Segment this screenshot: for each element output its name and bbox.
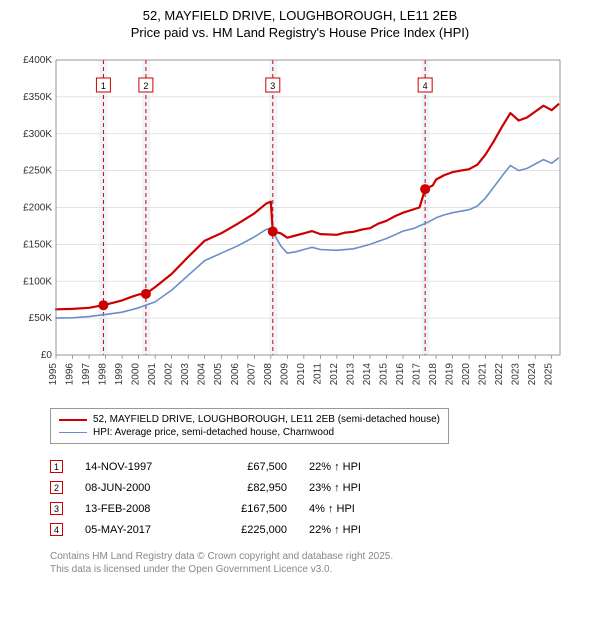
svg-text:2: 2 [143, 81, 148, 91]
legend-label: 52, MAYFIELD DRIVE, LOUGHBOROUGH, LE11 2… [93, 414, 440, 425]
svg-text:2016: 2016 [395, 363, 406, 386]
transaction-pct: 23% ↑ HPI [309, 482, 399, 494]
transaction-row: 3 13-FEB-2008 £167,500 4% ↑ HPI [50, 498, 590, 519]
transaction-row: 4 05-MAY-2017 £225,000 22% ↑ HPI [50, 519, 590, 540]
legend-swatch [59, 419, 87, 421]
svg-text:1997: 1997 [81, 363, 92, 386]
svg-text:2009: 2009 [279, 363, 290, 386]
transaction-row: 2 08-JUN-2000 £82,950 23% ↑ HPI [50, 477, 590, 498]
svg-text:2012: 2012 [329, 363, 340, 386]
svg-text:2017: 2017 [412, 363, 423, 386]
svg-text:1995: 1995 [48, 363, 59, 386]
svg-text:£150K: £150K [23, 239, 52, 250]
svg-text:2025: 2025 [544, 363, 555, 386]
transaction-marker: 4 [50, 523, 63, 536]
transaction-pct: 4% ↑ HPI [309, 503, 399, 515]
svg-text:1998: 1998 [98, 363, 109, 386]
svg-text:2013: 2013 [345, 363, 356, 386]
transaction-date: 13-FEB-2008 [85, 503, 185, 515]
svg-text:2003: 2003 [180, 363, 191, 386]
transaction-date: 14-NOV-1997 [85, 461, 185, 473]
svg-text:2005: 2005 [213, 363, 224, 386]
title-line2: Price paid vs. HM Land Registry's House … [10, 25, 590, 40]
svg-text:£300K: £300K [23, 129, 52, 140]
svg-text:2010: 2010 [296, 363, 307, 386]
svg-text:2022: 2022 [494, 363, 505, 386]
svg-text:1996: 1996 [65, 363, 76, 386]
svg-text:1999: 1999 [114, 363, 125, 386]
legend-row: 52, MAYFIELD DRIVE, LOUGHBOROUGH, LE11 2… [59, 413, 440, 426]
legend: 52, MAYFIELD DRIVE, LOUGHBOROUGH, LE11 2… [50, 408, 449, 444]
svg-text:2019: 2019 [445, 363, 456, 386]
svg-text:2015: 2015 [378, 363, 389, 386]
svg-text:£350K: £350K [23, 92, 52, 103]
legend-swatch [59, 432, 87, 433]
svg-text:2002: 2002 [164, 363, 175, 386]
svg-text:2018: 2018 [428, 363, 439, 386]
svg-text:2001: 2001 [147, 363, 158, 386]
legend-label: HPI: Average price, semi-detached house,… [93, 427, 334, 438]
svg-text:£200K: £200K [23, 203, 52, 214]
svg-text:£400K: £400K [23, 55, 52, 66]
transaction-pct: 22% ↑ HPI [309, 461, 399, 473]
title-line1: 52, MAYFIELD DRIVE, LOUGHBOROUGH, LE11 2… [10, 8, 590, 23]
transaction-price: £67,500 [207, 461, 287, 473]
svg-text:3: 3 [270, 81, 275, 91]
transaction-price: £82,950 [207, 482, 287, 494]
svg-text:2007: 2007 [246, 363, 257, 386]
transaction-date: 08-JUN-2000 [85, 482, 185, 494]
svg-text:2024: 2024 [527, 363, 538, 386]
svg-text:£50K: £50K [29, 313, 53, 324]
svg-text:£0: £0 [41, 350, 53, 361]
footer-line2: This data is licensed under the Open Gov… [50, 563, 590, 576]
transaction-date: 05-MAY-2017 [85, 524, 185, 536]
transaction-row: 1 14-NOV-1997 £67,500 22% ↑ HPI [50, 456, 590, 477]
transaction-pct: 22% ↑ HPI [309, 524, 399, 536]
svg-text:2008: 2008 [263, 363, 274, 386]
price-chart: £0 £50K £100K £150K £200K £250K £300K £350K £400… [10, 50, 590, 400]
legend-row: HPI: Average price, semi-detached house,… [59, 426, 440, 439]
svg-text:2011: 2011 [312, 363, 323, 385]
transaction-marker: 2 [50, 481, 63, 494]
report-container: 52, MAYFIELD DRIVE, LOUGHBOROUGH, LE11 2… [0, 0, 600, 584]
transaction-marker: 1 [50, 460, 63, 473]
transactions-table: 1 14-NOV-1997 £67,500 22% ↑ HPI 2 08-JUN-2000… [50, 456, 590, 540]
transaction-price: £167,500 [207, 503, 287, 515]
transaction-price: £225,000 [207, 524, 287, 536]
svg-text:2023: 2023 [511, 363, 522, 386]
transaction-marker: 3 [50, 502, 63, 515]
footer-line1: Contains HM Land Registry data © Crown c… [50, 550, 590, 563]
svg-text:2004: 2004 [197, 363, 208, 386]
svg-text:2021: 2021 [478, 363, 489, 386]
svg-text:£100K: £100K [23, 276, 52, 287]
chart-svg: £0 £50K £100K £150K £200K £250K £300K £350K £400… [10, 50, 570, 400]
footer: Contains HM Land Registry data © Crown c… [50, 550, 590, 576]
svg-text:2014: 2014 [362, 363, 373, 386]
svg-text:1: 1 [101, 81, 106, 91]
svg-text:2006: 2006 [230, 363, 241, 386]
svg-text:4: 4 [423, 81, 428, 91]
svg-text:2020: 2020 [461, 363, 472, 386]
svg-text:£250K: £250K [23, 166, 52, 177]
svg-text:2000: 2000 [131, 363, 142, 386]
